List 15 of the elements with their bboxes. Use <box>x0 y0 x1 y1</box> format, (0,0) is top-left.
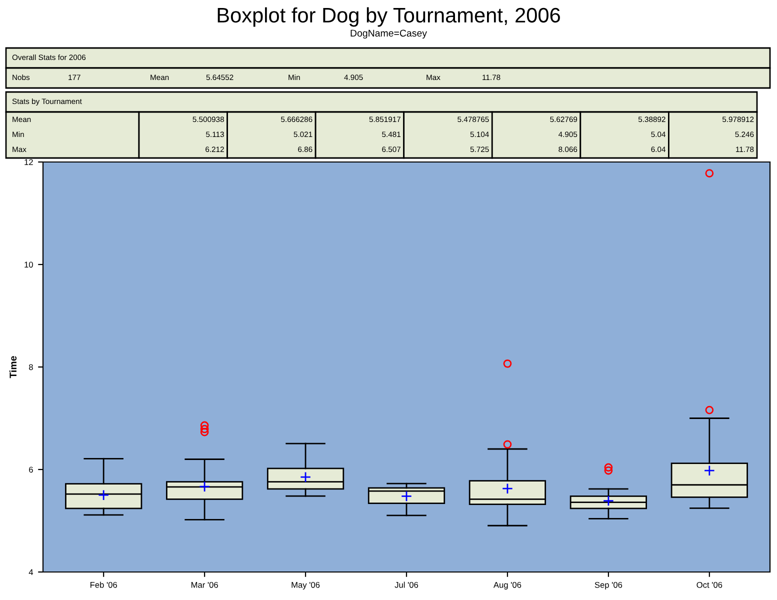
x-tick-label: Oct '06 <box>696 582 722 588</box>
x-tick-label: Sep '06 <box>594 582 622 590</box>
y-tick-label: 10 <box>24 262 33 268</box>
chart-subtitle: DogName=Casey <box>350 30 427 39</box>
y-axis-title: Time <box>9 356 17 378</box>
x-tick-label: Feb '06 <box>90 582 117 588</box>
y-tick-label: 8 <box>29 364 33 370</box>
x-tick-label: Jul '06 <box>394 582 418 588</box>
y-tick-label: 6 <box>29 466 33 473</box>
x-tick-label: May '06 <box>292 582 320 590</box>
y-tick-label: 4 <box>28 569 34 576</box>
chart-title: Boxplot for Dog by Tournament, 2006 <box>218 7 560 27</box>
x-tick-label: Aug '06 <box>493 582 522 590</box>
y-tick-label: 12 <box>24 159 33 166</box>
x-tick-label: Mar '06 <box>191 582 218 588</box>
